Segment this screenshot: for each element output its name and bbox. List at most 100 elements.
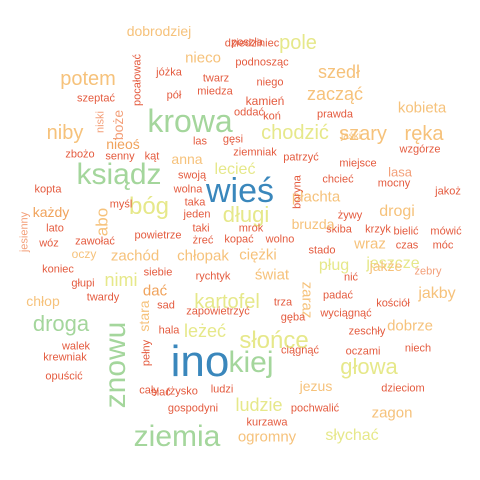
word: wolna bbox=[173, 183, 203, 196]
word: kopta bbox=[34, 183, 62, 196]
word: lecieć bbox=[214, 161, 256, 178]
word: cały bbox=[139, 384, 159, 397]
word: zeschły bbox=[348, 325, 386, 338]
word: szeptać bbox=[77, 92, 115, 105]
word: lato bbox=[46, 222, 64, 235]
word: chłopak bbox=[177, 247, 229, 265]
word: dobrodziej bbox=[126, 23, 192, 39]
word: krewniak bbox=[43, 351, 87, 364]
word: senny bbox=[105, 150, 135, 163]
word: nieco bbox=[185, 49, 221, 67]
word: ciężki bbox=[239, 246, 277, 264]
word: miedza bbox=[197, 85, 233, 98]
word: rychtyk bbox=[195, 270, 231, 283]
word: kartofel bbox=[194, 291, 260, 313]
word: zacząć bbox=[306, 84, 364, 104]
word: wraz bbox=[354, 235, 386, 253]
word: borynа bbox=[291, 175, 304, 209]
word: trza bbox=[273, 296, 293, 309]
word: dać bbox=[142, 282, 168, 300]
word: kościół bbox=[376, 297, 410, 310]
word: oddać bbox=[234, 106, 264, 119]
word: drogi bbox=[379, 203, 415, 220]
word: słońce bbox=[239, 327, 309, 354]
word: wyciągnąć bbox=[320, 307, 372, 320]
word: dobrze bbox=[387, 317, 433, 335]
word: stara bbox=[136, 300, 152, 332]
word: pochwalić bbox=[290, 402, 340, 415]
word: chłop bbox=[26, 293, 60, 309]
word: potem bbox=[60, 68, 116, 90]
word: głowa bbox=[340, 354, 398, 379]
word: skiba bbox=[326, 223, 352, 236]
word: boże bbox=[110, 109, 126, 141]
word: chodzić bbox=[261, 122, 329, 144]
word: podnosząc bbox=[235, 56, 289, 69]
word: kopać bbox=[224, 233, 254, 246]
word: zbożo bbox=[65, 148, 95, 161]
word: hala bbox=[158, 324, 180, 337]
word: sad bbox=[157, 299, 175, 312]
word: pług bbox=[318, 257, 350, 274]
word: jezus bbox=[299, 378, 333, 394]
word: opuścić bbox=[45, 370, 83, 383]
word: płachta bbox=[291, 188, 341, 206]
word: ogromny bbox=[237, 428, 297, 446]
word: jóżka bbox=[156, 66, 182, 79]
word: szary bbox=[339, 123, 387, 145]
word: znowu bbox=[99, 321, 132, 409]
word: zapowietrzyć bbox=[186, 305, 250, 318]
word: dzieciom bbox=[381, 382, 425, 395]
word: ludzie bbox=[235, 395, 283, 415]
word: kiej bbox=[228, 346, 274, 379]
word: żreć bbox=[192, 234, 214, 247]
word: bóg bbox=[128, 193, 170, 220]
word: każdy bbox=[32, 204, 70, 220]
word: abo bbox=[92, 207, 112, 237]
word: patrzyć bbox=[283, 151, 319, 164]
word: walek bbox=[61, 340, 91, 353]
word: anna bbox=[171, 151, 203, 167]
word: ludzi bbox=[210, 383, 234, 396]
word: żebry bbox=[414, 265, 442, 278]
word: krzyk bbox=[365, 223, 391, 236]
word: taki bbox=[192, 222, 210, 235]
word: pełny bbox=[140, 339, 153, 367]
word: kamień bbox=[245, 94, 285, 108]
word: kurzawa bbox=[246, 416, 288, 429]
word: długi bbox=[222, 202, 270, 227]
word: bruzda bbox=[291, 216, 335, 232]
word: rżysko bbox=[166, 385, 198, 398]
word: leżeć bbox=[183, 321, 227, 341]
word: świat bbox=[254, 266, 290, 284]
word: nimi bbox=[104, 270, 138, 290]
word: ciągnąć bbox=[281, 344, 319, 357]
word: mrok bbox=[238, 222, 264, 235]
word: oczami bbox=[345, 345, 381, 358]
word: gęba bbox=[280, 311, 306, 324]
word: taka bbox=[184, 196, 206, 209]
word: jakoż bbox=[435, 185, 461, 198]
word: jeden bbox=[183, 208, 211, 221]
word: ziemniak bbox=[233, 146, 277, 159]
word: nić bbox=[343, 271, 359, 284]
word: słychać bbox=[325, 427, 379, 444]
word: siebie bbox=[143, 266, 173, 279]
word: droga bbox=[32, 311, 90, 336]
word: ręka bbox=[404, 123, 444, 145]
word: mówić bbox=[430, 225, 462, 238]
word: twarz bbox=[202, 72, 230, 85]
word: myśl bbox=[109, 198, 133, 211]
word: padać bbox=[323, 289, 353, 302]
word: żywy bbox=[337, 209, 363, 222]
word: kobieta bbox=[397, 99, 447, 117]
word: gęsi bbox=[222, 133, 244, 146]
word: dziedziniec bbox=[224, 37, 280, 50]
word: miejsce bbox=[339, 157, 377, 170]
word: ziemia bbox=[133, 420, 221, 453]
word: stado bbox=[308, 244, 336, 257]
word: bielić bbox=[393, 225, 419, 238]
word: niby bbox=[46, 122, 84, 144]
word: szedł bbox=[317, 62, 361, 82]
